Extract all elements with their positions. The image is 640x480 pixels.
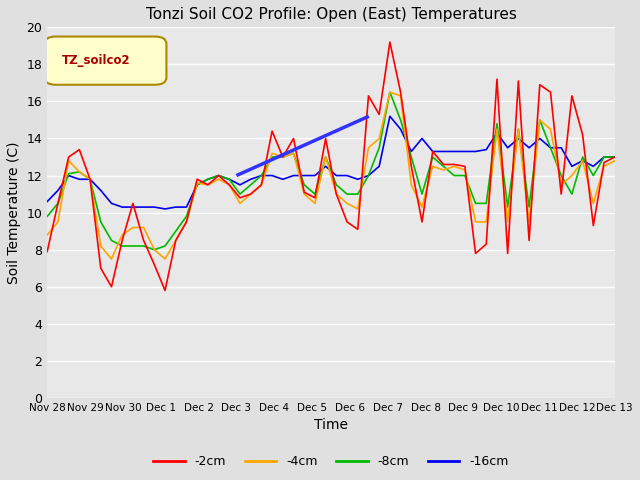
Legend: -2cm, -4cm, -8cm, -16cm: -2cm, -4cm, -8cm, -16cm xyxy=(148,450,514,473)
Y-axis label: Soil Temperature (C): Soil Temperature (C) xyxy=(7,142,21,284)
X-axis label: Time: Time xyxy=(314,419,348,432)
FancyBboxPatch shape xyxy=(44,36,166,85)
Text: TZ_soilco2: TZ_soilco2 xyxy=(61,54,130,67)
Title: Tonzi Soil CO2 Profile: Open (East) Temperatures: Tonzi Soil CO2 Profile: Open (East) Temp… xyxy=(145,7,516,22)
